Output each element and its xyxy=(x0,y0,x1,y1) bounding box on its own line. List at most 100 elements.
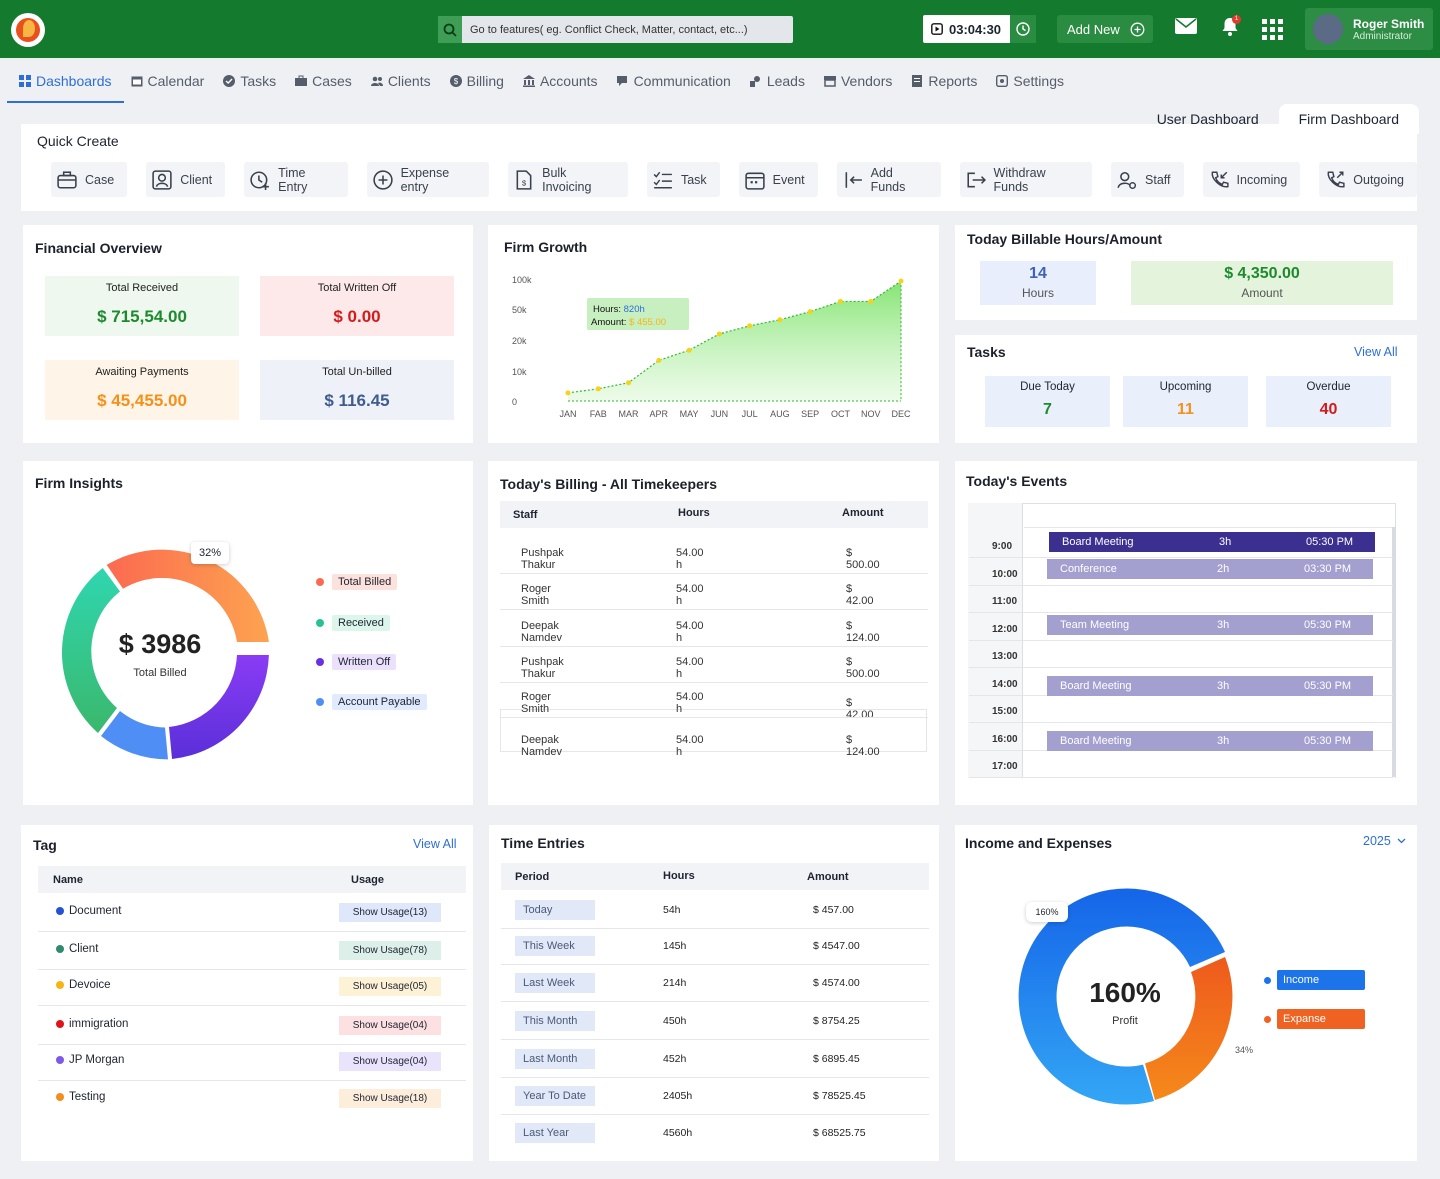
task-box-due-today[interactable]: Due Today 7 xyxy=(985,376,1110,427)
quick-create-label: Withdraw Funds xyxy=(993,165,1046,194)
play-icon[interactable] xyxy=(931,23,943,35)
incoming-icon xyxy=(1211,171,1229,187)
timer-history-icon[interactable] xyxy=(1010,15,1036,43)
apps-grid-icon[interactable] xyxy=(1262,19,1283,40)
nav-reports[interactable]: Reports xyxy=(911,58,977,103)
show-usage-button[interactable]: Show Usage(04) xyxy=(339,1052,441,1071)
donut-segment-written-off xyxy=(169,655,269,759)
period-label[interactable]: This Week xyxy=(515,936,595,956)
show-usage-button[interactable]: Show Usage(04) xyxy=(339,1016,441,1035)
insights-center-label: Total Billed xyxy=(133,667,187,679)
nav-dashboards[interactable]: Dashboards xyxy=(7,58,123,103)
mail-icon[interactable] xyxy=(1175,18,1197,34)
tab-user-dashboard[interactable]: User Dashboard xyxy=(1156,111,1259,127)
search-placeholder: Go to features( eg. Conflict Check, Matt… xyxy=(470,23,748,36)
event-block[interactable]: Board Meeting 3h 05:30 PM xyxy=(1049,532,1375,552)
quick-create-client-button[interactable]: Client xyxy=(146,162,226,197)
add-new-button[interactable]: Add New xyxy=(1057,15,1153,43)
nav-accounts[interactable]: Accounts xyxy=(522,58,598,103)
task-box-upcoming[interactable]: Upcoming 11 xyxy=(1123,376,1248,427)
growth-point[interactable] xyxy=(868,298,874,304)
nav-label: Settings xyxy=(1013,72,1064,89)
billing-staff: Deepak Namdev xyxy=(521,620,562,644)
quick-create-expense-entry-button[interactable]: Expense entry xyxy=(366,162,490,197)
time-row-line xyxy=(969,667,1393,668)
show-usage-button[interactable]: Show Usage(05) xyxy=(339,977,441,996)
notification-bell[interactable]: 1 xyxy=(1221,15,1241,40)
show-usage-button[interactable]: Show Usage(78) xyxy=(339,941,441,960)
event-block[interactable]: Conference 2h 03:30 PM xyxy=(1047,559,1373,579)
quick-create-time-entry-button[interactable]: Time Entry xyxy=(244,162,348,197)
period-label[interactable]: Year To Date xyxy=(515,1086,595,1106)
quick-create-task-button[interactable]: Task xyxy=(646,162,720,197)
nav-clients[interactable]: Clients xyxy=(370,58,431,103)
period-label[interactable]: Last Week xyxy=(515,973,595,993)
event-block[interactable]: Board Meeting 3h 05:30 PM xyxy=(1047,731,1373,751)
nav-cases[interactable]: Cases xyxy=(295,58,352,103)
financial-tile: Total Un-billed $ 116.45 xyxy=(260,360,454,420)
quick-create-case-button[interactable]: Case xyxy=(51,162,128,197)
global-search[interactable]: Go to features( eg. Conflict Check, Matt… xyxy=(438,16,793,43)
period-label[interactable]: Today xyxy=(515,900,595,920)
header-staff: Staff xyxy=(513,509,538,521)
quick-create-outgoing-button[interactable]: Outgoing xyxy=(1319,162,1417,197)
timer-widget[interactable]: 03:04:30 xyxy=(923,15,1036,43)
year-value: 2025 xyxy=(1363,834,1391,848)
growth-point[interactable] xyxy=(807,309,813,315)
tasks-view-all-link[interactable]: View All xyxy=(1354,345,1398,359)
quick-create-add-funds-button[interactable]: Add Funds xyxy=(836,162,941,197)
time-amount: $ 78525.45 xyxy=(813,1090,866,1102)
period-label[interactable]: Last Month xyxy=(515,1049,595,1069)
show-usage-button[interactable]: Show Usage(18) xyxy=(339,1089,441,1108)
nav-vendors[interactable]: Vendors xyxy=(823,58,892,103)
leads-icon xyxy=(749,75,760,87)
growth-point[interactable] xyxy=(686,347,692,353)
growth-point[interactable] xyxy=(898,278,904,284)
nav-settings[interactable]: Settings xyxy=(996,58,1064,103)
user-name: Roger Smith xyxy=(1353,16,1425,31)
y-tick-label: 20k xyxy=(512,336,527,346)
nav-leads[interactable]: Leads xyxy=(749,58,805,103)
time-row-line xyxy=(969,639,1393,641)
nav-calendar[interactable]: Calendar xyxy=(131,58,204,103)
legend-expense-dot xyxy=(1264,1015,1271,1023)
legend-label: Written Off xyxy=(332,654,397,670)
quick-create-bulk-invoicing-button[interactable]: $ Bulk Invoicing xyxy=(508,162,628,197)
app-logo[interactable] xyxy=(11,13,45,47)
quick-create-staff-button[interactable]: Staff xyxy=(1111,162,1184,197)
show-usage-button[interactable]: Show Usage(13) xyxy=(339,903,441,922)
tag-view-all-link[interactable]: View All xyxy=(413,837,457,851)
growth-point[interactable] xyxy=(716,331,722,337)
time-hours: 4560h xyxy=(663,1127,693,1139)
time-amount: $ 6895.45 xyxy=(813,1053,860,1065)
nav-tasks[interactable]: Tasks xyxy=(223,58,276,103)
growth-point[interactable] xyxy=(595,386,601,392)
year-selector[interactable]: 2025 xyxy=(1363,834,1406,848)
billing-staff: Deepak Namdev xyxy=(521,734,562,758)
task-box-overdue[interactable]: Overdue 40 xyxy=(1266,376,1391,427)
quick-create-event-button[interactable]: Event xyxy=(738,162,818,197)
billing-row-highlight xyxy=(500,709,927,752)
chat-icon xyxy=(616,75,627,86)
quick-create-withdraw-funds-button[interactable]: Withdraw Funds xyxy=(959,162,1093,197)
top-bar: Go to features( eg. Conflict Check, Matt… xyxy=(0,0,1440,58)
event-block[interactable]: Team Meeting 3h 05:30 PM xyxy=(1047,615,1373,635)
check-circle-icon xyxy=(223,74,236,87)
growth-point[interactable] xyxy=(837,298,843,304)
growth-point[interactable] xyxy=(626,380,632,386)
period-label[interactable]: Last Year xyxy=(515,1123,595,1143)
quick-create-incoming-button[interactable]: Incoming xyxy=(1202,162,1301,197)
growth-point[interactable] xyxy=(747,323,753,329)
nav-billing[interactable]: $ Billing xyxy=(449,58,504,103)
users-icon xyxy=(370,76,383,86)
row-separator xyxy=(501,964,929,965)
event-block[interactable]: Board Meeting 3h 05:30 PM xyxy=(1047,676,1373,696)
user-menu[interactable]: Roger Smith Administrator xyxy=(1305,8,1433,50)
nav-communication[interactable]: Communication xyxy=(616,58,731,103)
period-label[interactable]: This Month xyxy=(515,1011,595,1031)
events-scrollbar[interactable] xyxy=(1392,527,1396,777)
time-hours: 54h xyxy=(663,904,681,916)
growth-point[interactable] xyxy=(565,390,571,396)
growth-point[interactable] xyxy=(777,317,783,323)
growth-point[interactable] xyxy=(656,357,662,363)
